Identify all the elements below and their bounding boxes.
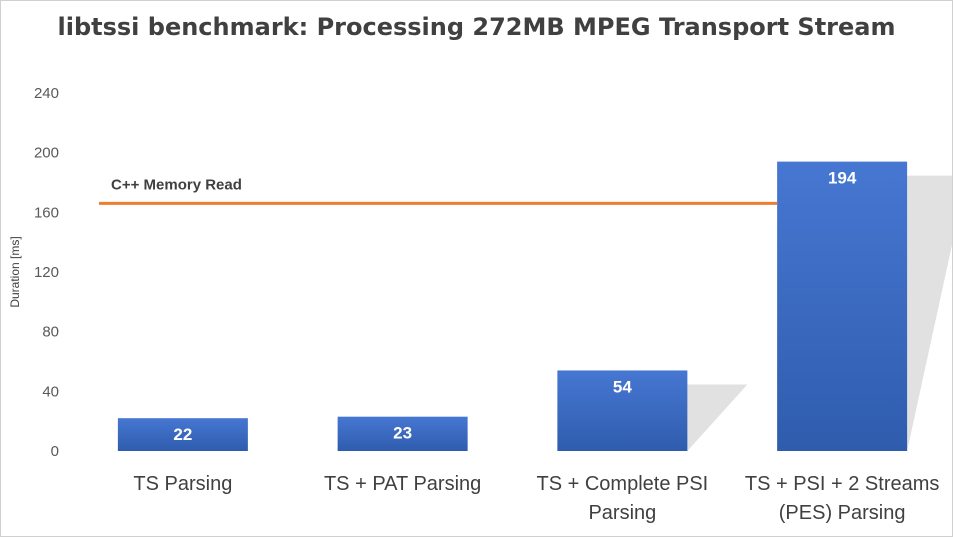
category-label: TS + PAT Parsing [324,473,481,495]
category-label: Parsing [588,502,656,524]
bar-shadow-right [687,384,748,451]
category-label: (PES) Parsing [779,502,906,524]
bar [337,416,468,451]
bar [777,161,908,451]
bar-shadow-right [907,175,952,451]
data-label: 194 [828,169,857,188]
data-label: 23 [393,424,412,443]
category-label: TS + Complete PSI [537,473,709,495]
y-tick-label: 120 [34,264,59,281]
bar [117,418,248,451]
bar [557,370,688,451]
y-tick-label: 0 [51,443,59,460]
category-label: TS Parsing [133,473,232,495]
y-tick-label: 160 [34,204,59,221]
y-axis-title: Duration [ms] [8,236,22,307]
data-label: 54 [613,377,632,396]
category-label: TS + PSI + 2 Streams [745,473,940,495]
y-tick-label: 240 [34,85,59,102]
y-tick-label: 80 [42,324,59,341]
chart-title: libtssi benchmark: Processing 272MB MPEG… [57,13,896,41]
reference-line-label: C++ Memory Read [111,176,242,193]
y-tick-label: 40 [42,383,59,400]
data-label: 22 [173,425,192,444]
y-tick-label: 200 [34,145,59,162]
